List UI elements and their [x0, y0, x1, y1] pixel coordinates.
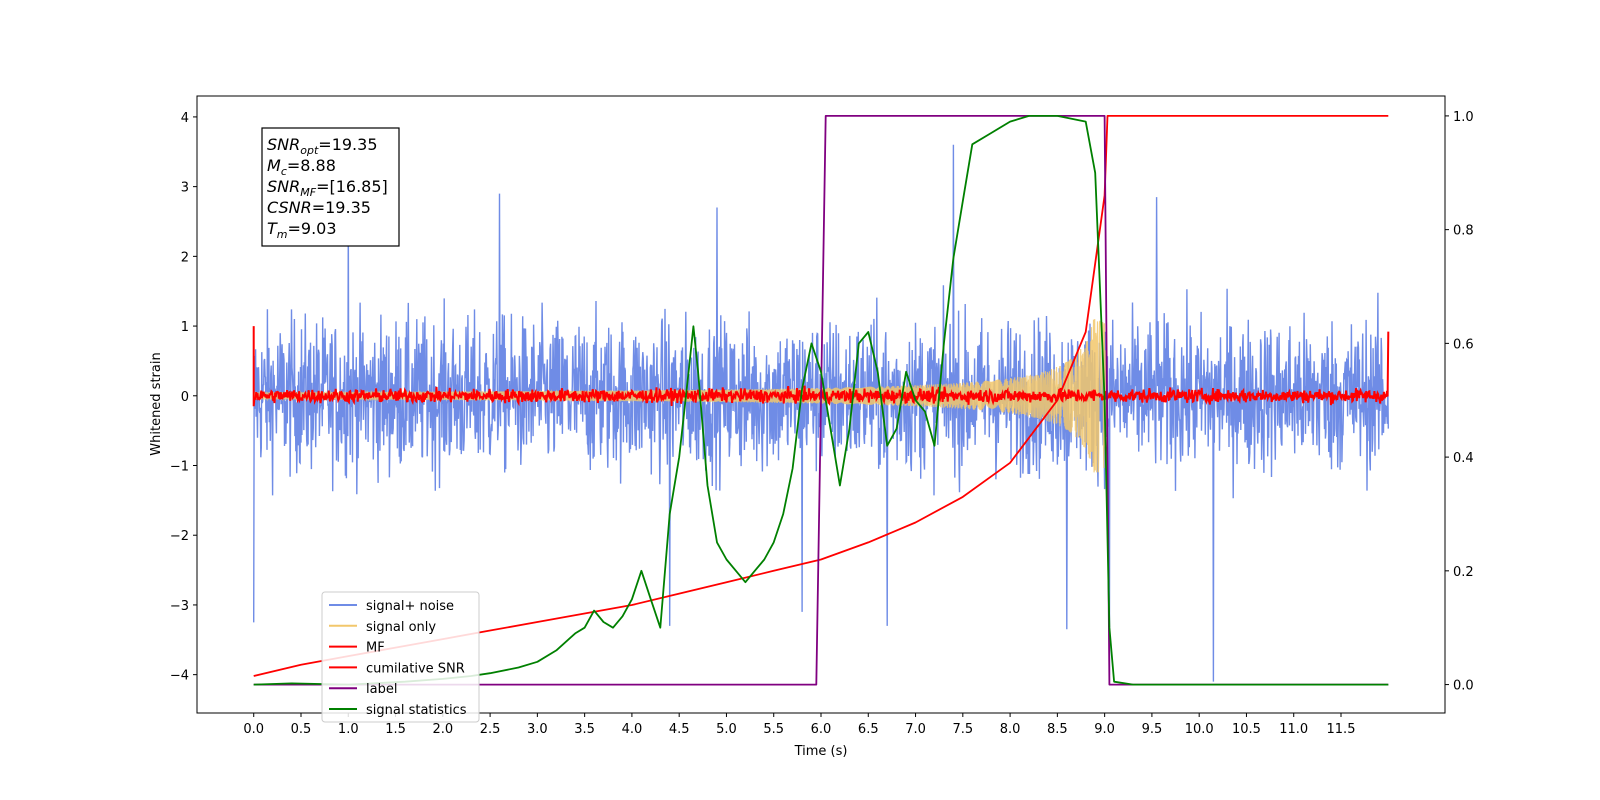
info-snr-opt: SNRopt=19.35 [267, 135, 378, 157]
info-box: SNRopt=19.35 Mc=8.88 SNRMF=[16.85] CSNR=… [261, 127, 400, 247]
x-axis-label: Time (s) [794, 744, 848, 759]
info-mc: Mc=8.88 [267, 156, 336, 178]
x-axis: 0.0 0.5 1.0 1.5 2.0 2.5 3.0 3.5 4.0 4.5 5.0 5.5 6.0 6… [243, 713, 1355, 737]
y-right-tick-label: 0.4 [1453, 451, 1474, 466]
x-tick-label: 9.5 [1142, 722, 1163, 737]
x-tick-label: 6.0 [811, 722, 832, 737]
x-tick-label: 1.5 [385, 722, 406, 737]
info-snr-mf: SNRMF=[16.85] [267, 177, 388, 199]
x-tick-label: 2.5 [480, 722, 501, 737]
legend-label: signal+ noise [366, 599, 454, 614]
x-tick-label: 11.0 [1279, 722, 1308, 737]
x-tick-label: 8.0 [1000, 722, 1021, 737]
legend: signal+ noise signal only MF cumilative SNR… [321, 591, 480, 723]
y-axis-left: 4 3 2 1 0 −1 −2 −3 −4 [170, 111, 197, 684]
y-right-tick-label: 0.2 [1453, 565, 1474, 580]
y-tick-label: −1 [170, 460, 189, 475]
x-tick-label: 10.5 [1232, 722, 1261, 737]
x-tick-label: 11.5 [1327, 722, 1356, 737]
x-tick-label: 0.5 [291, 722, 312, 737]
x-tick-label: 5.5 [763, 722, 784, 737]
x-tick-label: 8.5 [1047, 722, 1068, 737]
x-tick-label: 3.5 [574, 722, 595, 737]
info-tm: Tm=9.03 [267, 219, 337, 241]
y-axis-right: 1.0 0.8 0.6 0.4 0.2 0.0 [1445, 110, 1474, 694]
x-tick-label: 5.0 [716, 722, 737, 737]
legend-label: signal only [366, 620, 436, 635]
y-tick-label: −4 [170, 669, 189, 684]
info-csnr: CSNR=19.35 [267, 198, 371, 217]
y-tick-label: −2 [170, 529, 189, 544]
y-tick-label: 2 [181, 250, 189, 265]
y-right-tick-label: 0.8 [1453, 224, 1474, 239]
legend-frame [321, 591, 480, 723]
x-tick-label: 2.0 [432, 722, 453, 737]
y-tick-label: −3 [170, 599, 189, 614]
info-box-frame [261, 127, 400, 247]
y-tick-label: 1 [181, 320, 189, 335]
y-tick-label: 0 [181, 390, 189, 405]
y-tick-label: 4 [181, 111, 189, 126]
y-axis-label: Whitened strain [149, 352, 164, 455]
x-tick-label: 10.0 [1185, 722, 1214, 737]
x-tick-label: 6.5 [858, 722, 879, 737]
legend-label: label [366, 682, 397, 697]
x-tick-label: 4.0 [622, 722, 643, 737]
legend-label: MF [366, 641, 385, 656]
y-right-tick-label: 0.0 [1453, 679, 1474, 694]
legend-label: cumilative SNR [366, 661, 465, 676]
x-tick-label: 7.5 [952, 722, 973, 737]
legend-label: signal statistics [366, 703, 467, 718]
y-right-tick-label: 1.0 [1453, 110, 1474, 125]
x-tick-label: 1.0 [338, 722, 359, 737]
x-tick-label: 4.5 [669, 722, 690, 737]
y-right-tick-label: 0.6 [1453, 337, 1474, 352]
x-tick-label: 7.0 [905, 722, 926, 737]
x-tick-label: 0.0 [243, 722, 264, 737]
y-tick-label: 3 [181, 181, 189, 196]
x-tick-label: 3.0 [527, 722, 548, 737]
x-tick-label: 9.0 [1094, 722, 1115, 737]
series-signal-statistics [253, 115, 1389, 686]
